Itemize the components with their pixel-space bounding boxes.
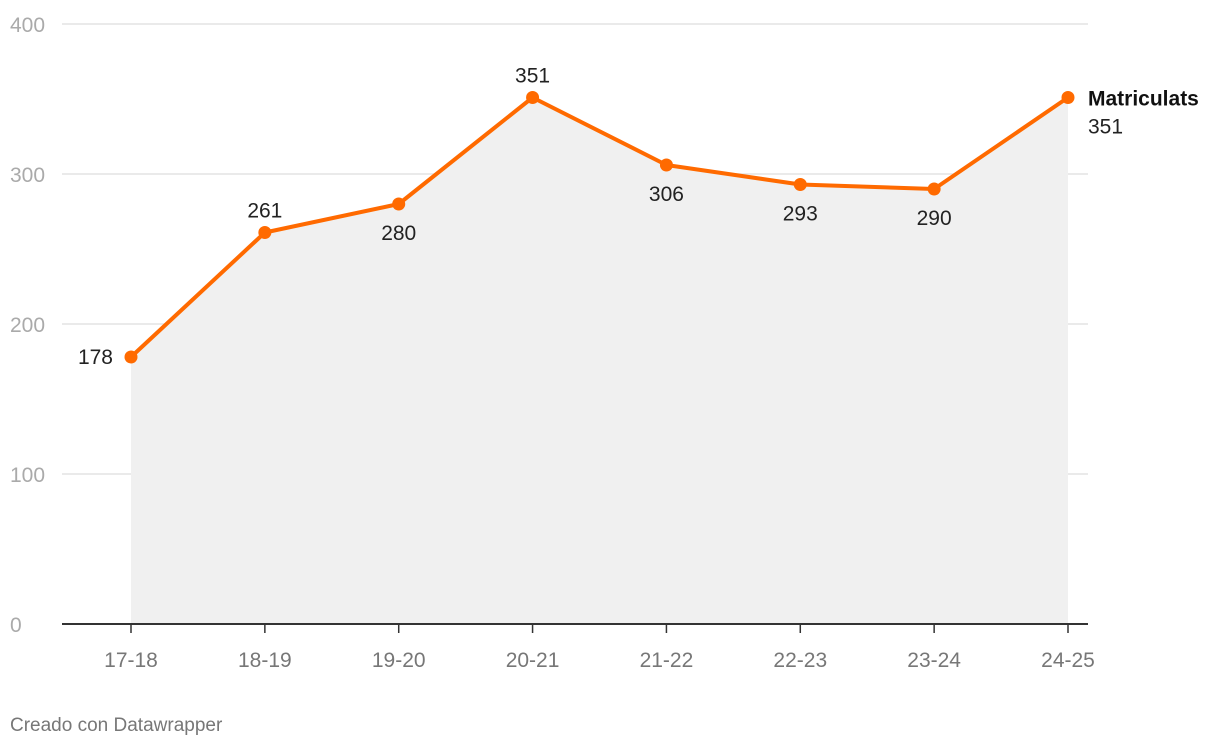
- data-point: [793, 178, 807, 191]
- x-tick-label: 18-19: [238, 649, 292, 672]
- series-end-value: 351: [1088, 116, 1123, 139]
- data-points: [124, 91, 1075, 364]
- series-name-label: Matriculats: [1088, 88, 1199, 111]
- y-tick-label: 400: [10, 14, 45, 37]
- data-label: 261: [247, 200, 282, 223]
- area-fill: [131, 97, 1068, 624]
- data-labels: 178 261 280 351 306 293 290 Matriculats 351: [78, 65, 1199, 370]
- x-tick-label: 23-24: [907, 649, 961, 672]
- data-label: 351: [515, 65, 550, 88]
- series-line: [129, 95, 1070, 359]
- y-tick-label: 100: [10, 464, 45, 487]
- area-fill-group: [131, 97, 1068, 624]
- x-tick-label: 24-25: [1041, 649, 1095, 672]
- x-axis: 17-18 18-19 19-20 20-21 21-22 22-23 23-24 24-25: [62, 623, 1095, 672]
- x-tick-label: 21-22: [640, 649, 694, 672]
- x-tick-label: 19-20: [372, 649, 426, 672]
- data-point: [124, 350, 138, 364]
- data-label: 293: [783, 203, 818, 226]
- data-point: [526, 91, 540, 104]
- series-line-group: [129, 95, 1070, 359]
- y-tick-label: 300: [10, 164, 45, 187]
- data-point: [659, 158, 673, 172]
- data-label: 178: [78, 346, 113, 369]
- x-tick-label: 17-18: [104, 649, 158, 672]
- x-tick-label: 22-23: [773, 649, 827, 672]
- data-label: 290: [917, 207, 952, 230]
- x-tick-label: 20-21: [506, 649, 560, 672]
- data-label: 306: [649, 183, 684, 206]
- y-tick-label: 200: [10, 314, 45, 337]
- data-point: [258, 226, 272, 239]
- data-label: 280: [381, 222, 416, 245]
- data-point: [1061, 91, 1075, 104]
- footer-credit: Creado con Datawrapper: [10, 715, 223, 736]
- data-point: [927, 182, 941, 196]
- data-point: [392, 197, 406, 211]
- y-tick-label: 0: [10, 614, 22, 637]
